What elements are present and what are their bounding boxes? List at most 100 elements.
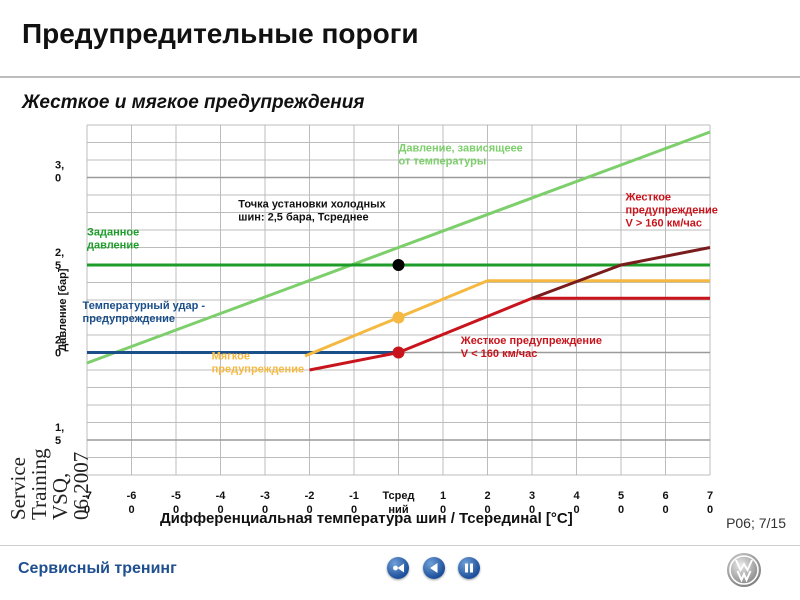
y-tick-label-part: 1, (55, 422, 64, 434)
previous-slide-button[interactable] (423, 557, 445, 579)
x-tick-label-part: 3 (529, 490, 535, 502)
annotation-line: давление (87, 239, 139, 251)
play-back-icon (430, 563, 438, 573)
y-tick-label-part: 2, (55, 247, 64, 259)
y-tick-label-part: 0 (55, 348, 61, 360)
x-tick-label-part: 6 (662, 490, 668, 502)
annotation-line: Температурный удар - (83, 300, 206, 312)
rewind-icon (393, 563, 404, 573)
series-line-hard_hi (531, 246, 711, 300)
x-tick-label-part: 0 (529, 504, 535, 516)
x-tick-label-part: 0 (262, 504, 268, 516)
x-tick-label-part: 1 (440, 490, 446, 502)
annotation-hard_hi: Жесткое предупреждение V > 160 км/час (624, 191, 717, 229)
series-line-hard_lo (309, 296, 710, 372)
x-tick-label-part: -6 (127, 490, 137, 502)
annotation-line: V < 160 км/час (461, 348, 538, 360)
vw-logo-icon (727, 553, 761, 587)
chart-points (392, 259, 405, 359)
y-tick-label-part: 5 (55, 260, 61, 272)
x-axis-label: Дифференциальная температура шин / Тсере… (160, 510, 573, 527)
x-tick-label: Тсред ний (383, 490, 415, 516)
data-point (392, 259, 405, 271)
x-tick-label-part: 7 (707, 490, 713, 502)
x-tick-label-part: 0 (84, 504, 90, 516)
annotation-line: предупреждение (83, 313, 175, 325)
x-tick-label-part: 5 (618, 490, 624, 502)
watermark-line: Service (6, 457, 30, 520)
y-tick-label-part: 3, (55, 160, 64, 172)
annotation-line: предупреждение (625, 204, 717, 216)
pause-icon (465, 563, 473, 573)
x-tick-label-part: -5 (171, 490, 181, 502)
x-tick-label-part: 0 (306, 504, 312, 516)
x-tick-label-part: 0 (618, 504, 624, 516)
x-tick-label-part: ний (388, 504, 408, 516)
annotation-line: Жесткое предупреждение (460, 335, 602, 347)
annotation-line: Заданное (87, 226, 139, 238)
page-number: P06; 7/15 (726, 515, 786, 531)
slide-subtitle: Жесткое и мягкое предупреждения (22, 92, 365, 113)
annotation-shock: Температурный удар -предупреждение (83, 300, 206, 325)
rewind-button[interactable] (387, 557, 409, 579)
x-tick-label-part: 2 (484, 490, 490, 502)
series-line-soft (304, 279, 710, 358)
annotation-line: Точка установки холодных (238, 198, 386, 210)
pause-button[interactable] (458, 557, 480, 579)
x-tick-label-part: 0 (173, 504, 179, 516)
y-tick-label: 2, 5 (55, 247, 64, 272)
annotation-line: предупреждение (212, 364, 304, 376)
annotation-line: от температуры (399, 155, 487, 167)
y-tick-label: 2, 0 (55, 335, 64, 360)
annotation-line: V > 160 км/час (625, 217, 702, 229)
watermark-line: Training (27, 448, 51, 520)
x-tick-label-part: 0 (128, 504, 134, 516)
annotation-hard_lo: Жесткое предупреждение V < 160 км/час (460, 335, 602, 360)
y-axis-label: Давление [бар] (57, 268, 69, 351)
footer-label: Сервисный тренинг (18, 560, 177, 577)
x-tick-label: -3 0 (260, 490, 270, 516)
data-point (392, 311, 405, 324)
watermark-line: VSQ, (48, 472, 72, 520)
y-tick-label-part: 0 (55, 173, 61, 185)
x-tick-label-part: 4 (573, 490, 580, 502)
annotation-line: Мягкое (212, 351, 250, 363)
annotation-soft: Мягкое предупреждение (212, 351, 304, 376)
title-divider (0, 76, 800, 78)
chart-series (86, 130, 711, 372)
annotation-target: Заданное давление (87, 226, 139, 251)
chart-annotations: Давление, зависящеее от температуры Точка … (83, 142, 718, 375)
series-line-temp (86, 130, 711, 365)
footer-divider (0, 545, 800, 546)
x-tick-label-part: 0 (440, 504, 446, 516)
x-tick-label-part: 0 (662, 504, 668, 516)
x-tick-label-part: 0 (484, 504, 490, 516)
x-tick-label: -1 0 (349, 490, 359, 516)
watermark-line: 06.2007 (69, 451, 93, 520)
y-tick-label-part: 5 (55, 435, 61, 447)
x-tick-label-part: 0 (217, 504, 223, 516)
x-tick-label-part: -3 (260, 490, 270, 502)
x-tick-label-part: -1 (349, 490, 359, 502)
x-tick-label-part: -2 (305, 490, 315, 502)
annotation-line: шин: 2,5 бара, Тсреднее (238, 211, 368, 223)
service-training-watermark: Service Training VSQ, 06.2007 (6, 448, 93, 520)
y-tick-label-part: 2, (55, 335, 64, 347)
annotation-line: Жесткое (624, 191, 671, 203)
x-tick-label: -4 0 (216, 490, 227, 516)
x-tick-label: -5 0 (171, 490, 181, 516)
annotation-cold: Точка установки холодных шин: 2,5 бара, Т… (238, 198, 386, 223)
y-tick-label: 1, 5 (55, 422, 64, 447)
x-tick-label-part: 0 (573, 504, 579, 516)
y-axis-ticks: 3, 02, 52, 01, 5 (55, 160, 64, 448)
x-tick-label-part: -4 (216, 490, 227, 502)
